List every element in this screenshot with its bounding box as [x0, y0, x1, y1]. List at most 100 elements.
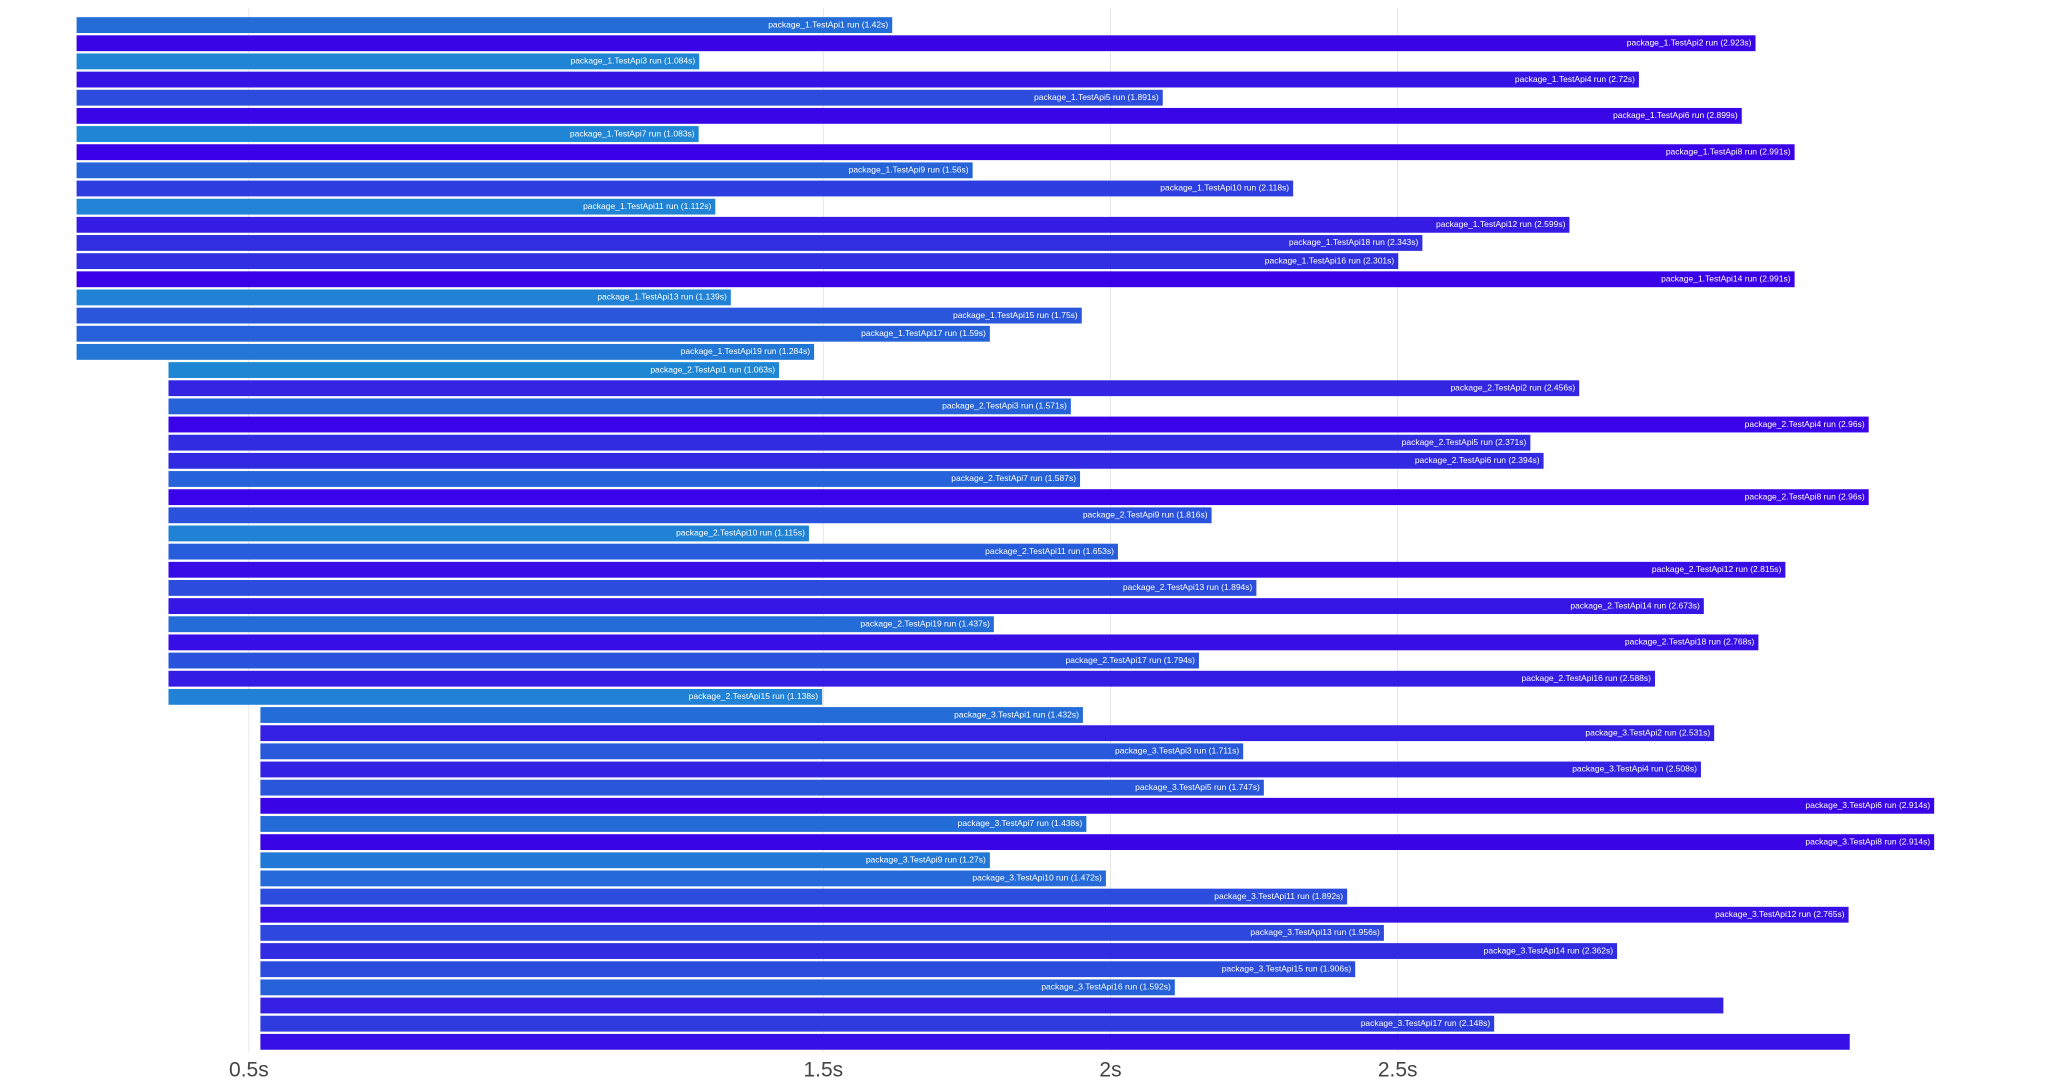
task-bar — [260, 961, 1356, 978]
task-bar — [76, 144, 1795, 161]
task-bar — [260, 888, 1348, 905]
task-bar — [168, 580, 1257, 596]
task-bar — [76, 235, 1423, 251]
task-bar — [76, 307, 1082, 324]
task-bar — [168, 507, 1212, 524]
task-bar — [260, 1033, 1850, 1050]
task-bar — [260, 852, 990, 869]
task-bar — [168, 598, 1704, 615]
task-bar — [168, 416, 1869, 433]
task-bar — [76, 253, 1399, 270]
task-label: package_2.TestApi11 run (1.653s) — [985, 546, 1114, 556]
task-bar — [76, 17, 893, 34]
task-bar — [168, 688, 823, 705]
task-bar — [168, 471, 1081, 487]
task-label: package_2.TestApi9 run (1.816s) — [1083, 510, 1208, 520]
task-bar — [260, 943, 1618, 959]
task-bar — [260, 761, 1701, 778]
task-label: package_3.TestApi7 run (1.438s) — [958, 818, 1083, 828]
task-label: package_3.TestApi8 run (2.914s) — [1805, 836, 1930, 846]
x-tick-label: 2.5s — [1378, 1058, 1418, 1081]
task-label: package_1.TestApi19 run (1.284s) — [681, 346, 811, 356]
task-label: package_2.TestApi7 run (1.587s) — [951, 473, 1076, 483]
task-label: package_1.TestApi3 run (1.084s) — [570, 56, 695, 66]
task-label: package_2.TestApi13 run (1.894s) — [1123, 582, 1253, 592]
task-label: package_2.TestApi16 run (2.588s) — [1522, 673, 1652, 683]
task-label: package_1.TestApi10 run (2.118s) — [1160, 183, 1289, 193]
task-label: package_1.TestApi1 run (1.42s) — [768, 19, 888, 29]
task-label: package_3.TestApi11 run (1.892s) — [1214, 891, 1343, 901]
task-bar — [168, 489, 1869, 506]
task-bar — [76, 216, 1570, 233]
task-bar — [260, 779, 1264, 796]
task-label: package_1.TestApi4 run (2.72s) — [1515, 74, 1635, 84]
task-label: package_1.TestApi14 run (2.991s) — [1661, 274, 1791, 284]
task-label: package_3.TestApi17 run (2.148s) — [1361, 1018, 1491, 1028]
x-tick-label: 2s — [1099, 1058, 1121, 1081]
task-label: package_3.TestApi13 run (1.956s) — [1250, 927, 1380, 937]
task-label: package_2.TestApi15 run (1.138s) — [689, 691, 819, 701]
task-bar — [168, 634, 1759, 651]
task-bar — [168, 398, 1071, 415]
task-label: package_2.TestApi19 run (1.437s) — [860, 618, 990, 628]
task-label: package_1.TestApi18 run (2.343s) — [1289, 237, 1419, 247]
task-label: package_3.TestApi3 run (1.711s) — [1115, 746, 1239, 756]
task-bar — [260, 924, 1384, 941]
task-label: package_2.TestApi17 run (1.794s) — [1065, 655, 1195, 665]
task-bar — [168, 452, 1544, 469]
task-label: package_3.TestApi4 run (2.508s) — [1572, 764, 1697, 774]
task-bar — [76, 126, 699, 142]
x-tick-label: 0.5s — [229, 1058, 269, 1081]
task-bar — [76, 71, 1639, 88]
task-bar — [76, 343, 815, 360]
task-label: package_3.TestApi6 run (2.914s) — [1805, 800, 1930, 810]
task-label: package_2.TestApi18 run (2.768s) — [1625, 637, 1755, 647]
task-label: package_3.TestApi2 run (2.531s) — [1585, 727, 1710, 737]
task-bar — [76, 180, 1294, 197]
task-label: package_1.TestApi12 run (2.599s) — [1436, 219, 1566, 229]
task-label: package_2.TestApi5 run (2.371s) — [1402, 437, 1527, 447]
task-label: package_2.TestApi14 run (2.673s) — [1570, 600, 1700, 610]
task-bar — [76, 271, 1795, 288]
task-label: package_3.TestApi9 run (1.27s) — [866, 855, 986, 865]
task-label: package_1.TestApi17 run (1.59s) — [861, 328, 986, 338]
task-bar — [260, 797, 1935, 814]
task-bar — [76, 162, 973, 179]
task-bar — [168, 380, 1580, 397]
task-label: package_2.TestApi10 run (1.115s) — [676, 528, 805, 538]
task-label: package_1.TestApi6 run (2.899s) — [1613, 110, 1738, 120]
task-label: package_1.TestApi8 run (2.991s) — [1666, 146, 1791, 156]
task-label: package_3.TestApi15 run (1.906s) — [1222, 963, 1352, 973]
task-bar — [168, 434, 1531, 451]
task-label: package_3.TestApi10 run (1.472s) — [972, 873, 1102, 883]
task-label: package_1.TestApi15 run (1.75s) — [953, 310, 1078, 320]
task-label: package_1.TestApi13 run (1.139s) — [597, 292, 727, 302]
task-bar — [260, 707, 1083, 723]
task-bar — [76, 325, 990, 342]
task-label: package_2.TestApi8 run (2.96s) — [1745, 491, 1865, 501]
task-label: package_2.TestApi6 run (2.394s) — [1415, 455, 1540, 465]
task-label: package_3.TestApi12 run (2.765s) — [1715, 909, 1845, 919]
task-bar — [76, 107, 1742, 124]
task-bar — [76, 198, 716, 215]
task-label: package_3.TestApi16 run (1.592s) — [1041, 982, 1171, 992]
task-bar — [76, 89, 1163, 106]
task-label: package_2.TestApi4 run (2.96s) — [1745, 419, 1865, 429]
task-label: package_1.TestApi7 run (1.083s) — [570, 128, 695, 138]
task-bar — [168, 561, 1786, 578]
task-label: package_2.TestApi3 run (1.571s) — [942, 401, 1067, 411]
task-bar — [76, 53, 700, 70]
task-bar — [260, 906, 1849, 923]
task-label: package_2.TestApi2 run (2.456s) — [1450, 382, 1575, 392]
task-label: package_3.TestApi5 run (1.747s) — [1135, 782, 1260, 792]
task-bar — [168, 525, 809, 542]
task-label: package_2.TestApi1 run (1.063s) — [650, 364, 775, 374]
task-bar — [260, 997, 1724, 1014]
task-bar — [168, 362, 780, 378]
task-bar — [168, 616, 994, 633]
task-bar — [260, 1015, 1495, 1032]
task-bar — [76, 289, 731, 306]
task-label: package_2.TestApi12 run (2.815s) — [1652, 564, 1782, 574]
task-bar — [260, 834, 1935, 851]
